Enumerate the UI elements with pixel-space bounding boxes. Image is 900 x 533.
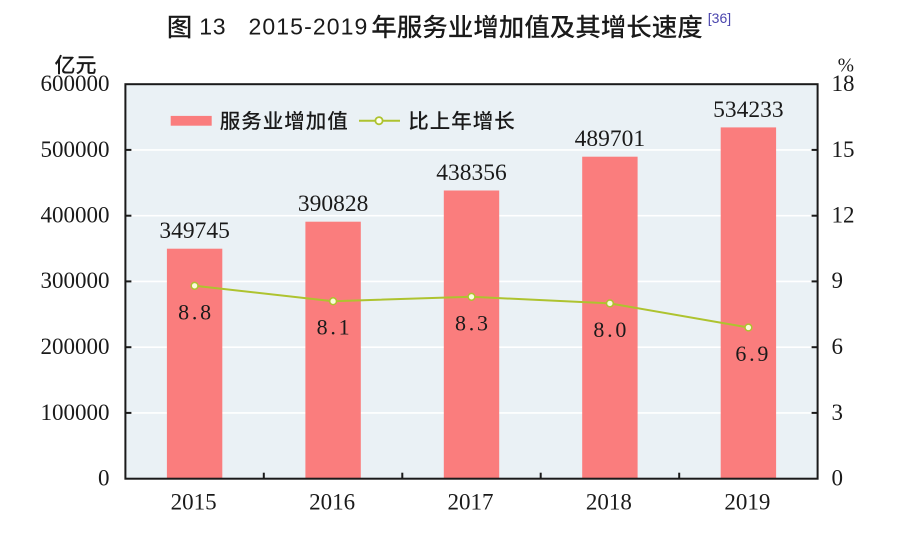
svg-text:9: 9 bbox=[832, 268, 844, 293]
svg-text:.: . bbox=[469, 310, 475, 335]
svg-text:8: 8 bbox=[200, 299, 211, 324]
svg-text:15: 15 bbox=[832, 137, 855, 162]
svg-text:12: 12 bbox=[832, 203, 855, 228]
svg-text:13: 13 bbox=[199, 14, 226, 40]
svg-text:.: . bbox=[192, 299, 198, 324]
svg-text:2018: 2018 bbox=[586, 490, 632, 515]
svg-text:2017: 2017 bbox=[448, 490, 494, 515]
svg-text:100000: 100000 bbox=[41, 400, 110, 425]
svg-text:8: 8 bbox=[455, 310, 466, 335]
svg-text:[36]: [36] bbox=[708, 10, 731, 26]
svg-text:6: 6 bbox=[832, 334, 844, 359]
svg-text:18: 18 bbox=[832, 71, 855, 96]
svg-text:3: 3 bbox=[832, 400, 844, 425]
svg-text:300000: 300000 bbox=[41, 268, 110, 293]
svg-text:0: 0 bbox=[615, 317, 626, 342]
svg-text:8: 8 bbox=[178, 299, 189, 324]
svg-text:9: 9 bbox=[757, 341, 768, 366]
svg-text:8: 8 bbox=[593, 317, 604, 342]
svg-text:.: . bbox=[330, 315, 336, 340]
svg-text:.: . bbox=[749, 341, 755, 366]
svg-text:200000: 200000 bbox=[41, 334, 110, 359]
svg-text:2016: 2016 bbox=[309, 490, 355, 515]
svg-text:6: 6 bbox=[735, 341, 746, 366]
svg-text:3: 3 bbox=[477, 310, 488, 335]
svg-text:%: % bbox=[838, 55, 854, 76]
svg-text:.: . bbox=[607, 317, 613, 342]
svg-text:600000: 600000 bbox=[41, 71, 110, 96]
svg-text:500000: 500000 bbox=[41, 137, 110, 162]
svg-text:349745: 349745 bbox=[159, 218, 230, 244]
svg-text:0: 0 bbox=[98, 466, 110, 491]
svg-text:1: 1 bbox=[339, 315, 350, 340]
svg-text:534233: 534233 bbox=[713, 97, 784, 123]
svg-text:2019: 2019 bbox=[724, 490, 770, 515]
svg-text:2015-2019: 2015-2019 bbox=[249, 14, 369, 40]
svg-text:489701: 489701 bbox=[575, 126, 646, 152]
svg-text:0: 0 bbox=[832, 466, 844, 491]
svg-text:400000: 400000 bbox=[41, 203, 110, 228]
svg-text:2015: 2015 bbox=[171, 490, 217, 515]
svg-text:390828: 390828 bbox=[298, 191, 369, 217]
svg-text:8: 8 bbox=[317, 315, 328, 340]
svg-text:438356: 438356 bbox=[436, 160, 507, 186]
